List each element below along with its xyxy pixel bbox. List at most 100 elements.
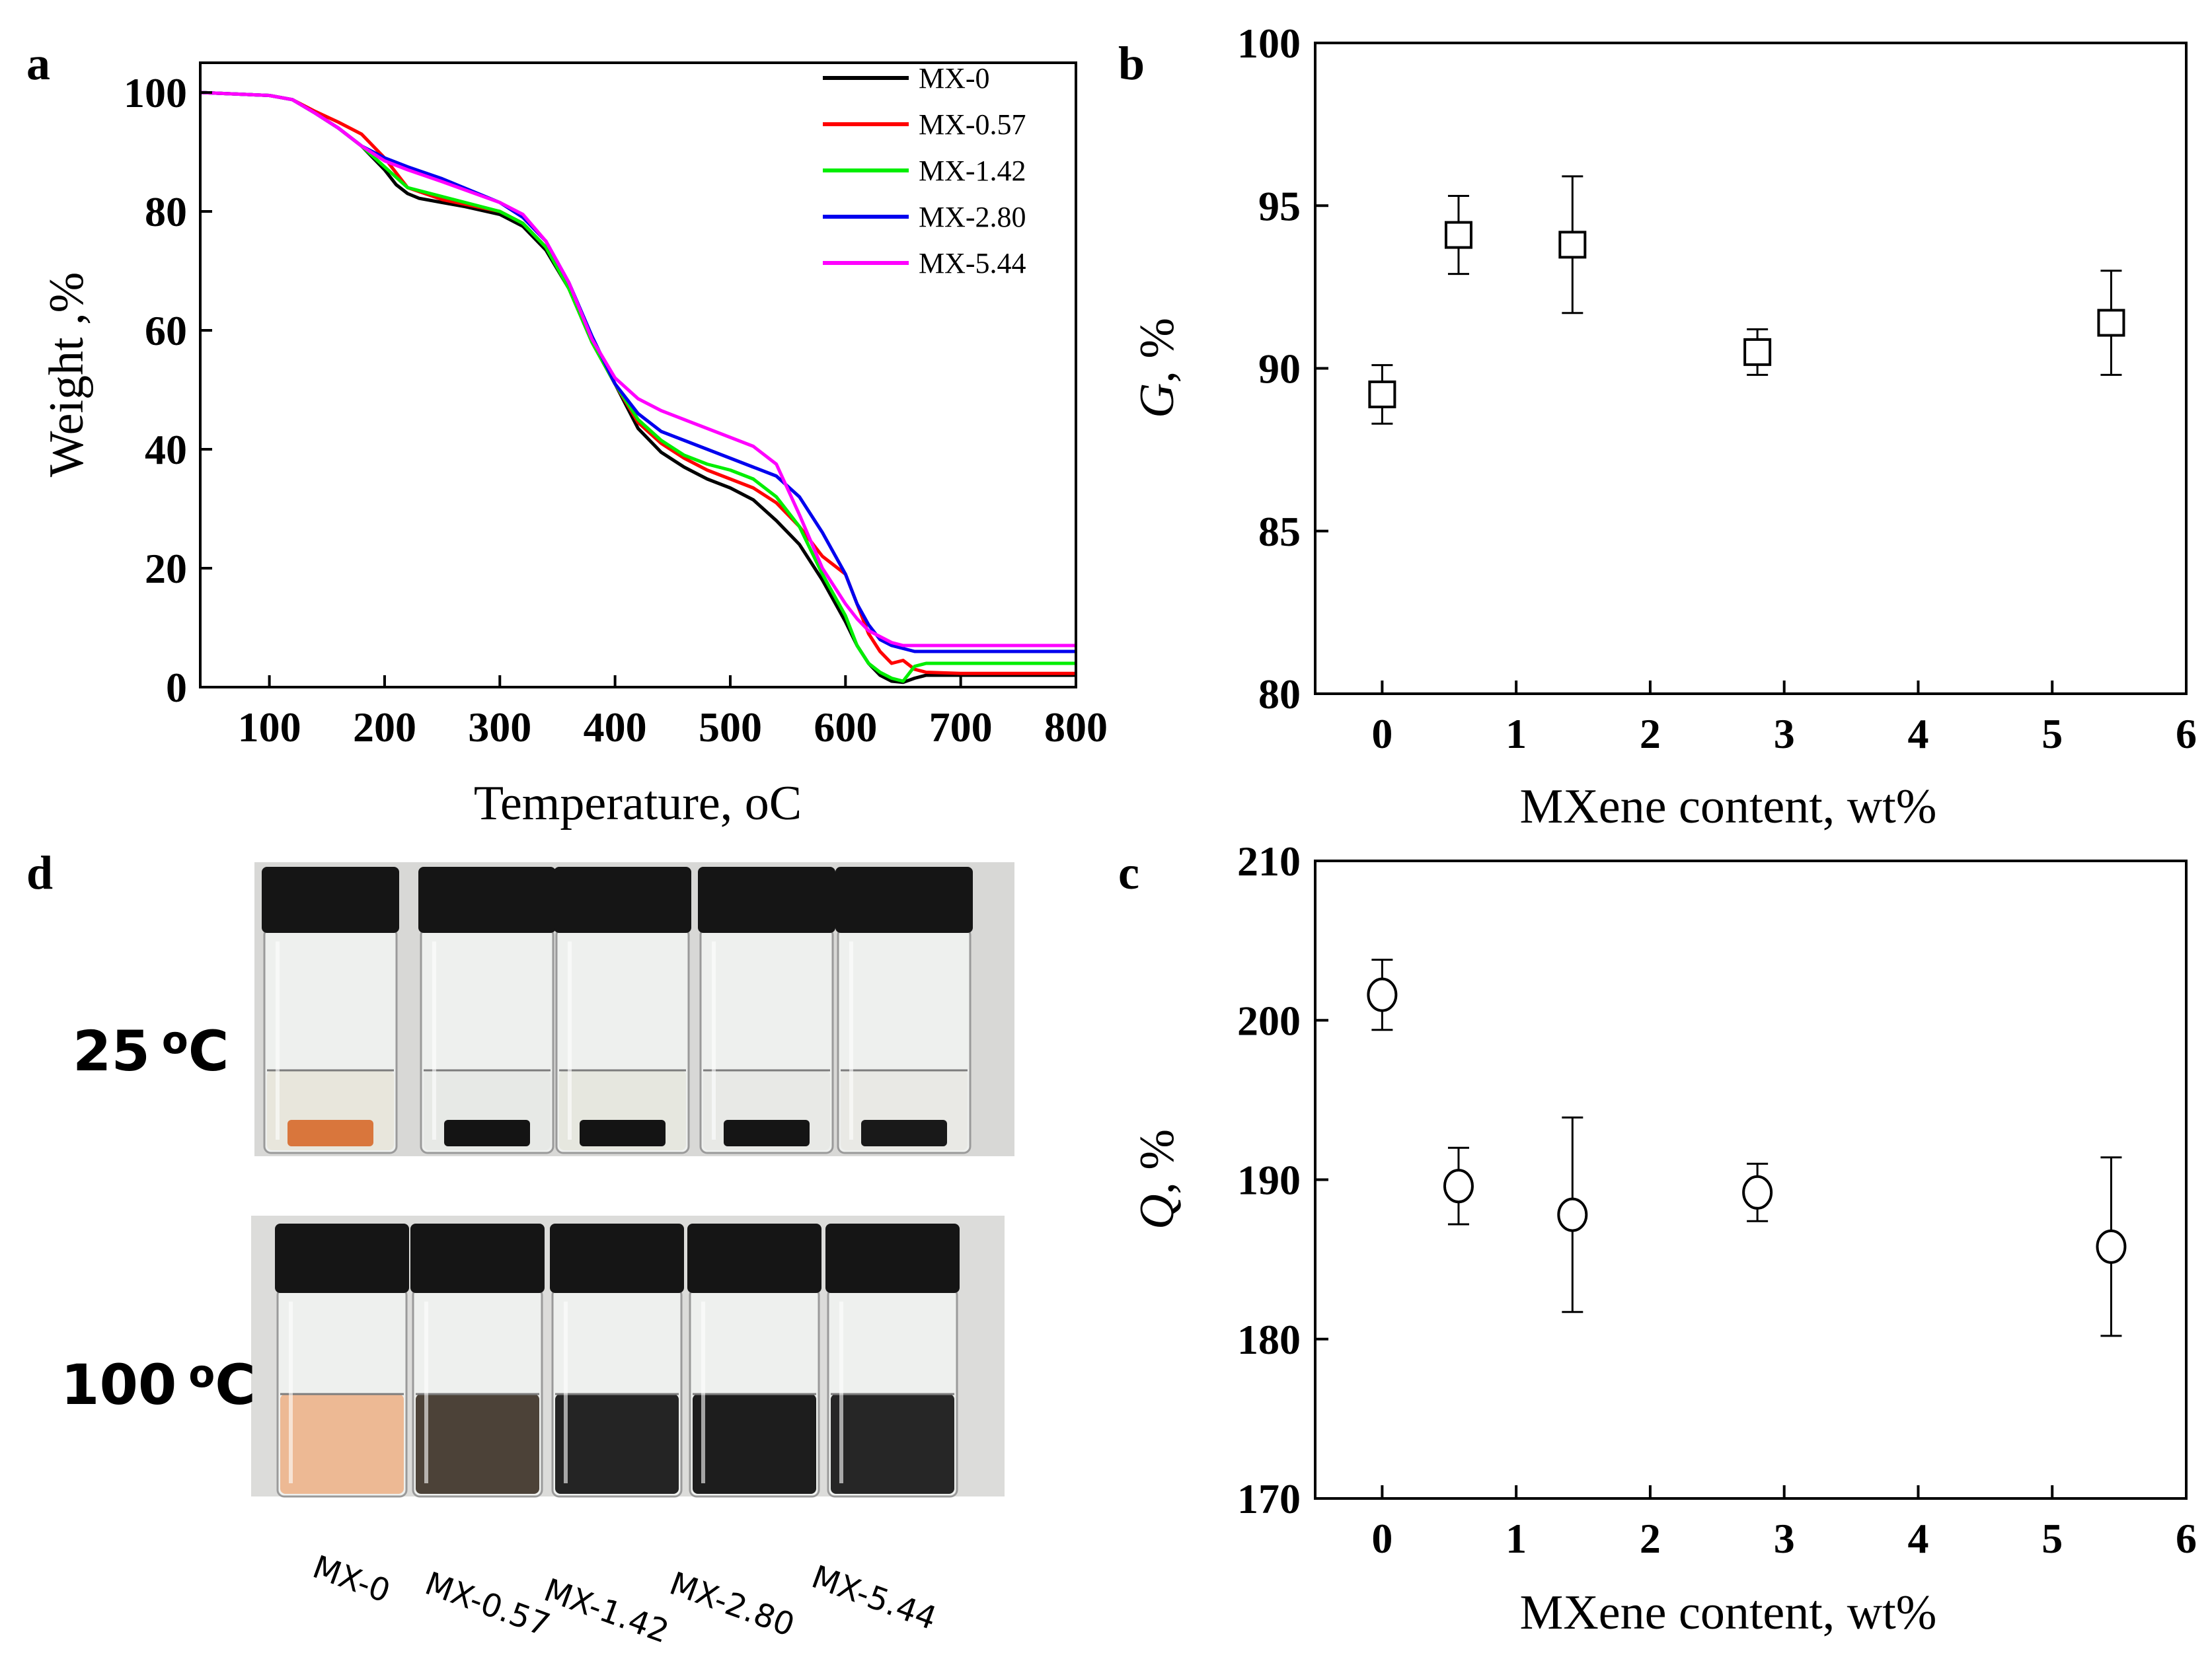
data-point bbox=[1368, 380, 1396, 408]
legend-label: MX-2.80 bbox=[919, 201, 1026, 233]
legend-label: MX-5.44 bbox=[919, 247, 1026, 279]
x-tick-label: 0 bbox=[1371, 1515, 1392, 1562]
panel-label-c: c bbox=[1118, 846, 1139, 899]
data-point bbox=[1557, 1197, 1588, 1232]
data-point bbox=[2096, 1229, 2127, 1264]
x-tick-label: 5 bbox=[2041, 1515, 2063, 1562]
vial-liquid bbox=[693, 1394, 816, 1494]
legend-label: MX-0 bbox=[919, 62, 990, 94]
chart-c-xlabel: MXene content, wt% bbox=[1520, 1586, 1937, 1640]
x-tick-label: 500 bbox=[699, 704, 762, 751]
vial-cap bbox=[554, 867, 691, 933]
y-tick-label: 170 bbox=[1237, 1475, 1301, 1522]
y-tick-label: 60 bbox=[145, 307, 187, 354]
vial-sample bbox=[724, 1120, 810, 1146]
y-tick-label: 90 bbox=[1258, 346, 1301, 392]
panel-label-b: b bbox=[1118, 37, 1145, 90]
vial-sample bbox=[861, 1120, 947, 1146]
y-tick-label: 190 bbox=[1237, 1157, 1301, 1204]
panel-label-d: d bbox=[26, 846, 54, 899]
vial-cap bbox=[687, 1224, 821, 1293]
vial-liquid bbox=[831, 1394, 954, 1494]
vial-cap bbox=[698, 867, 835, 933]
chart-b-ylabel-unit: , % bbox=[1130, 318, 1184, 383]
vial-sample bbox=[287, 1120, 373, 1146]
x-tick-label: 800 bbox=[1044, 704, 1108, 751]
x-tick-label: 300 bbox=[468, 704, 531, 751]
data-point bbox=[1443, 1169, 1474, 1204]
chart-c-ylabel-symbol: Q bbox=[1130, 1195, 1184, 1230]
x-tick-label: 400 bbox=[584, 704, 647, 751]
x-tick-label: 0 bbox=[1371, 710, 1392, 757]
chart-c-ylabel-unit: , % bbox=[1130, 1129, 1184, 1195]
temp-label-100: 100 oC bbox=[61, 1351, 256, 1417]
data-point bbox=[1444, 221, 1472, 249]
chart-b-g: 0 1 2 3 4 5 6 80 85 90 95 100 MXene content, wt% G,… bbox=[1130, 20, 2197, 834]
vial-cap bbox=[835, 867, 973, 933]
x-tick-label: 4 bbox=[1907, 1515, 1928, 1562]
x-tick-label: 600 bbox=[814, 704, 877, 751]
chart-b-ylabel: G, % bbox=[1130, 318, 1184, 418]
y-tick-label: 95 bbox=[1258, 182, 1301, 229]
panel-label-a: a bbox=[26, 37, 50, 90]
vial-label: MX-5.44 bbox=[807, 1559, 941, 1638]
x-tick-label: 5 bbox=[2041, 710, 2063, 757]
y-tick-label: 210 bbox=[1237, 838, 1301, 885]
y-tick-label: 100 bbox=[124, 69, 187, 116]
vial-liquid bbox=[280, 1394, 404, 1494]
chart-b-ylabel-symbol: G bbox=[1130, 383, 1184, 418]
vial-sample bbox=[580, 1120, 666, 1146]
y-tick-label: 80 bbox=[1258, 671, 1301, 718]
series-line-MX-5.44 bbox=[200, 91, 1076, 647]
chart-b-xlabel: MXene content, wt% bbox=[1520, 780, 1937, 834]
y-tick-label: 0 bbox=[166, 664, 187, 711]
vial-label: MX-0.57 bbox=[420, 1565, 554, 1644]
series-line-MX-0.57 bbox=[200, 91, 1076, 675]
x-tick-label: 6 bbox=[2176, 1515, 2197, 1562]
y-tick-label: 20 bbox=[145, 545, 187, 592]
chart-a-tga: 100 200 300 400 500 600 700 800 0 20 40 60 80 100 Tem… bbox=[40, 61, 1108, 830]
vial-liquid bbox=[555, 1394, 679, 1494]
temp-label-25: 25 oC bbox=[73, 1017, 229, 1084]
vial-cap bbox=[418, 867, 556, 933]
data-point bbox=[1558, 231, 1587, 259]
vial-liquid bbox=[416, 1394, 539, 1494]
vial-cap bbox=[550, 1224, 684, 1293]
y-tick-label: 200 bbox=[1237, 997, 1301, 1044]
vial-label: MX-2.80 bbox=[665, 1565, 799, 1644]
legend-label: MX-0.57 bbox=[919, 108, 1026, 141]
x-tick-label: 700 bbox=[929, 704, 993, 751]
x-tick-label: 1 bbox=[1506, 710, 1527, 757]
series-line-MX-1.42 bbox=[200, 91, 1076, 683]
data-point bbox=[1742, 1175, 1773, 1210]
x-tick-label: 3 bbox=[1774, 710, 1795, 757]
x-tick-label: 200 bbox=[353, 704, 416, 751]
x-tick-label: 6 bbox=[2176, 710, 2197, 757]
y-tick-label: 40 bbox=[145, 426, 187, 473]
chart-a-frame bbox=[199, 61, 1077, 688]
vial-sample bbox=[444, 1120, 530, 1146]
chart-a-ylabel: Weight ,% bbox=[40, 272, 94, 478]
vial-cap bbox=[825, 1224, 960, 1293]
x-tick-label: 4 bbox=[1907, 710, 1928, 757]
x-tick-label: 2 bbox=[1640, 1515, 1661, 1562]
data-point bbox=[1743, 338, 1772, 366]
y-tick-label: 80 bbox=[145, 188, 187, 235]
chart-c-ylabel: Q, % bbox=[1130, 1129, 1184, 1230]
vial-cap bbox=[410, 1224, 545, 1293]
series-line-MX-0 bbox=[200, 91, 1076, 684]
chart-a-legend: MX-0 MX-0.57 MX-1.42 MX-2.80 MX-5.44 bbox=[823, 62, 1026, 279]
vial-label: MX-1.42 bbox=[539, 1572, 673, 1651]
chart-a-xlabel: Temperature, oC bbox=[474, 776, 802, 830]
y-tick-label: 100 bbox=[1237, 20, 1301, 67]
x-tick-label: 100 bbox=[238, 704, 301, 751]
x-tick-label: 2 bbox=[1640, 710, 1661, 757]
vial-cap bbox=[262, 867, 399, 933]
data-point bbox=[2097, 309, 2125, 337]
x-tick-label: 3 bbox=[1774, 1515, 1795, 1562]
legend-label: MX-1.42 bbox=[919, 155, 1026, 187]
vial-cap bbox=[275, 1224, 409, 1293]
x-tick-label: 1 bbox=[1506, 1515, 1527, 1562]
